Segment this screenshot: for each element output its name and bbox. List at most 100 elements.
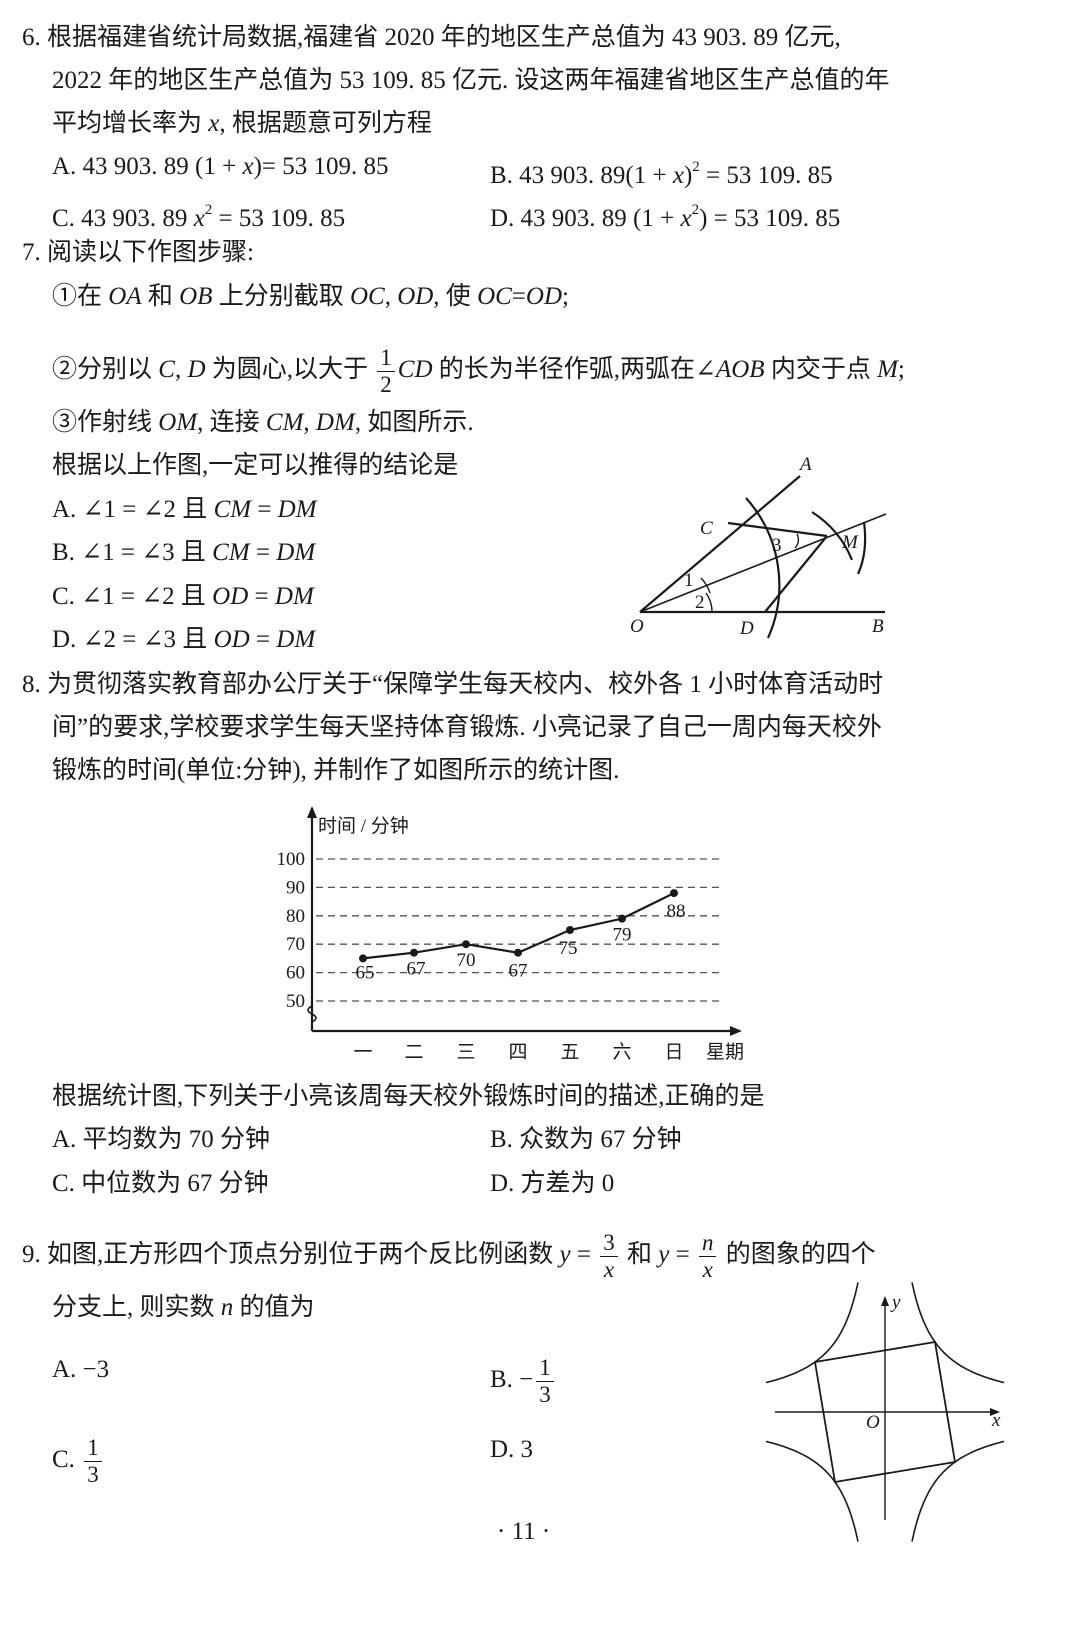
- numerator: 1: [536, 1355, 554, 1382]
- text: 锻炼的时间(单位:分钟), 并制作了如图所示的统计图.: [52, 757, 620, 784]
- data-point: [359, 954, 367, 963]
- text-line: 8. 为贯彻落实教育部办公厅关于“保障学生每天校内、校外各 1 小时体育活动时: [22, 670, 883, 700]
- text: =: [511, 283, 526, 310]
- data-label: 70: [457, 950, 476, 971]
- text: 内交于点: [764, 356, 878, 384]
- y-tick-label: 80: [286, 906, 305, 927]
- text: 根据统计图,下列关于小亮该周每天校外锻炼时间的描述,正确的是: [52, 1083, 765, 1110]
- superscript: 2: [691, 202, 700, 218]
- math-variable: OA: [108, 283, 142, 310]
- math-variable: DM: [276, 626, 316, 653]
- text: 的值为: [233, 1294, 315, 1321]
- math-variable: x: [208, 110, 220, 137]
- axis-label-x: x: [991, 1410, 1001, 1431]
- y-axis-arrow-q9: [881, 1296, 889, 1306]
- text: ②分别以: [52, 356, 159, 384]
- data-label: 88: [667, 901, 686, 922]
- arc-from-C: [856, 521, 867, 575]
- data-point: [566, 926, 574, 934]
- math-variable: n: [220, 1294, 234, 1321]
- point-label-M: M: [841, 532, 859, 553]
- text: B. −: [490, 1366, 534, 1394]
- math-variable: x: [680, 205, 692, 232]
- text: )= 53 109. 85: [253, 153, 389, 180]
- text-line: A. −3: [52, 1355, 109, 1385]
- origin-label: O: [866, 1412, 880, 1433]
- data-point: [462, 940, 470, 949]
- math-variable: OD: [212, 583, 249, 610]
- math-variable: CM: [213, 496, 252, 523]
- text: 为圆心,以大于: [205, 356, 375, 384]
- text: =: [251, 496, 278, 523]
- axis-break-icon: [307, 1005, 317, 1023]
- angle-mark-3: [794, 533, 800, 549]
- text-line: A. ∠1 = ∠2 且 CM = DM: [52, 495, 317, 525]
- text: A. ∠1 = ∠2 且: [52, 496, 214, 523]
- x-tick-label: 日: [664, 1042, 683, 1063]
- denominator: 3: [87, 1462, 99, 1487]
- point-label-a1: 1: [684, 570, 694, 591]
- hyperbola-branch-q3: [765, 1440, 859, 1542]
- point-label-D: D: [739, 618, 754, 639]
- text-line: ②分别以 C, D 为圆心,以大于 1 2 CD 的长为半径作弧,两弧在∠AOB 内…: [52, 345, 905, 398]
- hyperbola-branch-q4: [911, 1440, 1005, 1542]
- text: , 如图所示.: [354, 409, 474, 436]
- text: ): [683, 162, 693, 189]
- y-tick-label: 50: [286, 991, 305, 1012]
- math-variable: y: [658, 1241, 670, 1269]
- text-line: 间”的要求,学校要求学生每天坚持体育锻炼. 小亮记录了自己一周内每天校外: [52, 713, 882, 743]
- text: C. 中位数为 67 分钟: [52, 1170, 269, 1197]
- math-variable: OD: [397, 283, 434, 310]
- math-variable: AOB: [715, 356, 765, 384]
- math-variable: C: [158, 356, 175, 384]
- text: = 53 109. 85: [699, 162, 833, 189]
- text: 上分别截取: [212, 283, 350, 310]
- text-line: 根据以上作图,一定可以推得的结论是: [52, 451, 458, 481]
- square: [813, 1340, 957, 1484]
- x-axis-arrow-q9: [990, 1408, 1000, 1416]
- text: ;: [897, 356, 905, 384]
- text: = 53 109. 85: [212, 205, 346, 232]
- point-label-C: C: [700, 518, 713, 539]
- numerator: n: [698, 1230, 717, 1257]
- text: A. 平均数为 70 分钟: [52, 1126, 271, 1153]
- numerator: 1: [377, 345, 395, 372]
- denominator: 3: [539, 1382, 551, 1407]
- ray-OM: [639, 513, 887, 613]
- point-label-O: O: [630, 616, 644, 637]
- text: 9. 如图,正方形四个顶点分别位于两个反比例函数: [22, 1241, 560, 1269]
- y-tick-label: 100: [277, 849, 306, 870]
- text-line: B. −1 3: [490, 1355, 557, 1408]
- text: D. 43 903. 89 (1 +: [490, 205, 681, 232]
- arc-CD: [745, 497, 781, 639]
- angle-mark-1: [700, 577, 711, 594]
- math-variable: DM: [274, 583, 314, 610]
- math-variable: OM: [158, 409, 198, 436]
- text: 8. 为贯彻落实教育部办公厅关于“保障学生每天校内、校外各 1 小时体育活动时: [22, 671, 884, 698]
- math-variable: CD: [397, 356, 433, 384]
- text: 的长为半径作弧,两弧在∠: [432, 356, 716, 384]
- math-variable: DM: [276, 539, 316, 566]
- arc-from-D: [811, 511, 854, 561]
- text-line: 平均增长率为 x, 根据题意可列方程: [52, 109, 432, 139]
- y-tick-label: 60: [286, 963, 305, 984]
- math-variable: y: [559, 1241, 571, 1269]
- page-number: · 11 ·: [497, 1517, 550, 1547]
- text-line: D. 43 903. 89 (1 + x2) = 53 109. 85: [490, 195, 840, 234]
- text-line: 根据统计图,下列关于小亮该周每天校外锻炼时间的描述,正确的是: [52, 1082, 765, 1112]
- y-axis-arrow: [307, 806, 317, 818]
- data-label: 79: [613, 925, 632, 946]
- text-line: B. 众数为 67 分钟: [490, 1125, 682, 1155]
- math-variable: CM: [265, 409, 304, 436]
- data-label: 67: [509, 961, 528, 982]
- text: 6. 根据福建省统计局数据,福建省 2020 年的地区生产总值为 43 903.…: [22, 24, 841, 51]
- x-tick-label: 四: [508, 1042, 527, 1063]
- text: 7. 阅读以下作图步骤:: [22, 239, 254, 266]
